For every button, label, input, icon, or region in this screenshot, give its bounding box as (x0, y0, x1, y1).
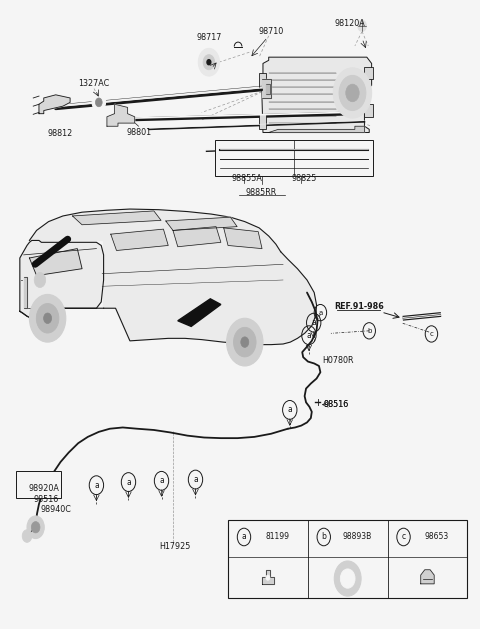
Circle shape (29, 294, 66, 342)
Text: b: b (321, 533, 326, 542)
Polygon shape (24, 277, 27, 308)
Polygon shape (262, 57, 372, 133)
Polygon shape (266, 84, 270, 94)
Circle shape (358, 20, 366, 31)
Polygon shape (262, 79, 271, 98)
Polygon shape (111, 229, 168, 250)
Circle shape (334, 561, 361, 596)
Text: c: c (401, 533, 406, 542)
Text: 98710: 98710 (259, 27, 284, 36)
Circle shape (346, 84, 359, 102)
Text: a: a (159, 476, 164, 486)
Circle shape (241, 337, 249, 347)
Circle shape (31, 521, 40, 533)
Circle shape (34, 272, 46, 287)
Polygon shape (421, 570, 434, 584)
Text: 9885RR: 9885RR (246, 188, 277, 198)
Text: 98516: 98516 (323, 400, 348, 409)
Circle shape (207, 60, 211, 65)
Bar (259, 73, 266, 89)
Circle shape (27, 516, 44, 538)
Polygon shape (173, 226, 221, 247)
Text: REF.91-986: REF.91-986 (334, 302, 384, 311)
Bar (364, 104, 373, 117)
Bar (364, 67, 373, 79)
Polygon shape (262, 570, 274, 584)
Text: 98653: 98653 (425, 533, 449, 542)
Circle shape (96, 98, 102, 107)
Circle shape (333, 68, 372, 118)
Polygon shape (29, 209, 317, 345)
Circle shape (198, 48, 219, 76)
Polygon shape (72, 211, 161, 225)
Text: 81199: 81199 (265, 533, 289, 542)
Bar (16, 470, 61, 498)
Bar (259, 114, 266, 130)
Text: 98825: 98825 (292, 174, 317, 184)
Bar (228, 520, 468, 598)
Text: 98940C: 98940C (40, 504, 71, 513)
Text: 98812: 98812 (48, 129, 73, 138)
Text: a: a (241, 533, 246, 542)
Text: 98855A: 98855A (232, 174, 263, 184)
Circle shape (340, 569, 355, 588)
Text: H17925: H17925 (160, 542, 191, 551)
Circle shape (22, 530, 32, 542)
Circle shape (233, 327, 256, 357)
Text: c: c (430, 331, 433, 337)
Text: 98120A: 98120A (335, 19, 365, 28)
Text: 98893B: 98893B (343, 533, 372, 542)
Polygon shape (20, 240, 104, 318)
Text: b: b (367, 328, 372, 334)
Circle shape (92, 94, 106, 111)
Text: 98516: 98516 (323, 401, 348, 409)
Text: 98717: 98717 (196, 33, 222, 42)
Text: a: a (312, 318, 316, 327)
Text: a: a (288, 406, 292, 415)
Circle shape (36, 303, 59, 333)
Text: H0780R: H0780R (323, 356, 354, 365)
Circle shape (203, 55, 215, 70)
Text: a: a (126, 477, 131, 487)
Circle shape (227, 318, 263, 366)
Polygon shape (29, 248, 82, 276)
Text: a: a (307, 331, 312, 340)
Circle shape (266, 575, 270, 581)
Text: 1327AC: 1327AC (78, 79, 109, 88)
Polygon shape (107, 104, 135, 126)
Polygon shape (178, 299, 221, 326)
Text: 98516: 98516 (34, 495, 59, 504)
Circle shape (339, 75, 366, 111)
Text: a: a (94, 481, 99, 490)
Polygon shape (39, 95, 70, 114)
Polygon shape (166, 217, 237, 230)
Circle shape (44, 313, 51, 323)
Text: a: a (193, 475, 198, 484)
Text: 98801: 98801 (127, 128, 152, 137)
Bar (215, 140, 373, 176)
Text: a: a (318, 309, 323, 316)
Text: 98920A: 98920A (28, 484, 59, 494)
Polygon shape (224, 228, 262, 248)
Polygon shape (269, 126, 364, 133)
